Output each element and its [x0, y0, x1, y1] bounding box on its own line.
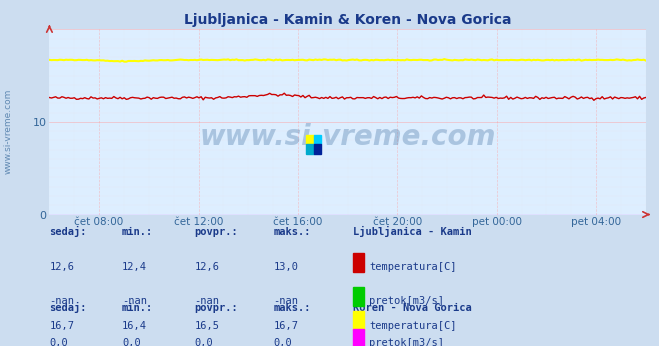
Text: 16,4: 16,4: [122, 321, 147, 331]
Text: 13,0: 13,0: [273, 262, 299, 272]
Text: -nan: -nan: [273, 297, 299, 307]
Text: 0,0: 0,0: [122, 338, 140, 346]
Text: pretok[m3/s]: pretok[m3/s]: [369, 338, 444, 346]
Text: 12,6: 12,6: [194, 262, 219, 272]
Text: Ljubljanica - Kamin: Ljubljanica - Kamin: [353, 226, 471, 237]
Text: maks.:: maks.:: [273, 303, 311, 313]
Text: 16,7: 16,7: [273, 321, 299, 331]
Text: 0,0: 0,0: [194, 338, 213, 346]
Text: maks.:: maks.:: [273, 227, 311, 237]
Text: povpr.:: povpr.:: [194, 227, 238, 237]
Text: www.si-vreme.com: www.si-vreme.com: [200, 123, 496, 151]
Text: -nan: -nan: [122, 297, 147, 307]
Text: 0,0: 0,0: [273, 338, 292, 346]
Text: povpr.:: povpr.:: [194, 303, 238, 313]
Text: Koren - Nova Gorica: Koren - Nova Gorica: [353, 303, 471, 313]
Text: pretok[m3/s]: pretok[m3/s]: [369, 297, 444, 307]
Title: Ljubljanica - Kamin & Koren - Nova Gorica: Ljubljanica - Kamin & Koren - Nova Goric…: [184, 13, 511, 27]
Text: temperatura[C]: temperatura[C]: [369, 262, 457, 272]
Text: temperatura[C]: temperatura[C]: [369, 321, 457, 331]
Text: sedaj:: sedaj:: [49, 302, 87, 313]
Text: 12,6: 12,6: [49, 262, 74, 272]
Text: -nan: -nan: [194, 297, 219, 307]
Text: min.:: min.:: [122, 303, 153, 313]
Text: 16,5: 16,5: [194, 321, 219, 331]
Text: 16,7: 16,7: [49, 321, 74, 331]
Text: 0,0: 0,0: [49, 338, 68, 346]
Text: 12,4: 12,4: [122, 262, 147, 272]
Text: min.:: min.:: [122, 227, 153, 237]
Text: sedaj:: sedaj:: [49, 226, 87, 237]
Text: www.si-vreme.com: www.si-vreme.com: [3, 89, 13, 174]
Text: -nan: -nan: [49, 297, 74, 307]
